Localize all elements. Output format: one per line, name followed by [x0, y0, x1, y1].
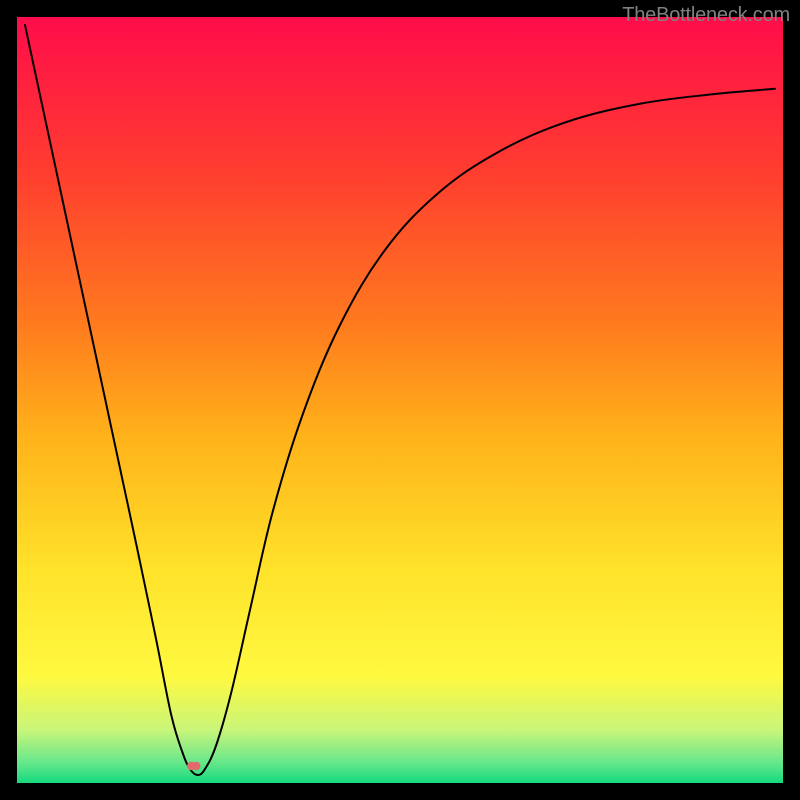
plot-background	[16, 16, 784, 784]
bottleneck-chart	[0, 0, 800, 800]
watermark-text: TheBottleneck.com	[622, 4, 790, 27]
min-marker	[192, 762, 200, 770]
chart-container: TheBottleneck.com	[0, 0, 800, 800]
